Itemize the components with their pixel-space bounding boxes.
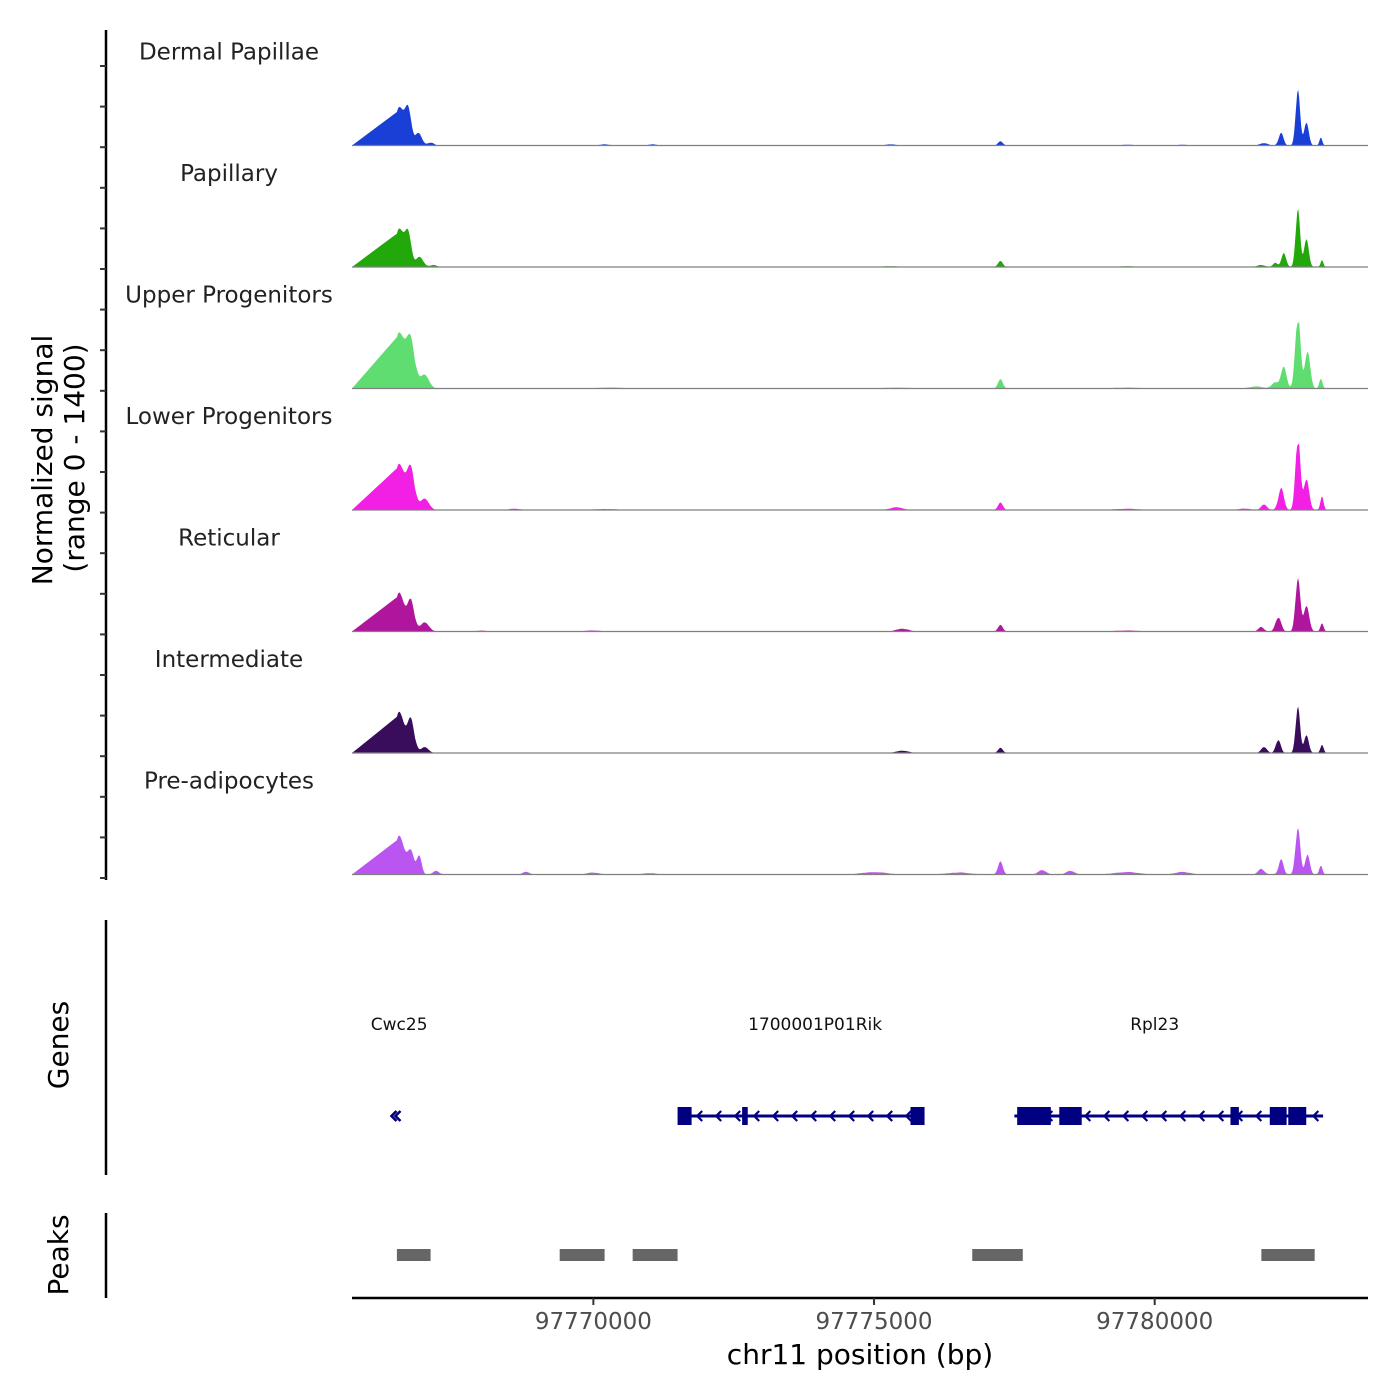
- track-intermediate: Intermediate: [155, 647, 1368, 754]
- track-lower-progenitors: Lower Progenitors: [126, 404, 1368, 511]
- y-axis-range-label: (range 0 - 1400): [58, 343, 91, 572]
- gene-exon: [742, 1107, 748, 1125]
- x-axis-title: chr11 position (bp): [727, 1338, 993, 1371]
- signal-area-pre-adipocytes: [352, 828, 1326, 875]
- track-reticular: Reticular: [178, 526, 1368, 633]
- strand-arrow: [1159, 1110, 1168, 1122]
- strand-arrow: [1121, 1110, 1130, 1122]
- track-papillary: Papillary: [180, 161, 1368, 268]
- track-pre-adipocytes: Pre-adipocytes: [144, 769, 1368, 876]
- strand-arrow: [1102, 1110, 1111, 1122]
- x-tick-label: 97780000: [1096, 1309, 1213, 1335]
- peak-region: [396, 1249, 431, 1261]
- strand-arrow: [695, 1110, 703, 1122]
- strand-arrow: [904, 1110, 912, 1122]
- strand-arrow: [1140, 1110, 1149, 1122]
- gene-exon: [1269, 1107, 1287, 1125]
- signal-area-upper-progenitors: [352, 322, 1326, 389]
- track-label: Dermal Papillae: [139, 40, 319, 66]
- strand-arrow: [752, 1110, 760, 1122]
- strand-arrow: [1178, 1110, 1187, 1122]
- y-axis-title: Normalized signal: [26, 335, 59, 586]
- gene-exon: [1017, 1107, 1051, 1125]
- peak-region: [632, 1249, 678, 1261]
- signal-area-lower-progenitors: [352, 444, 1326, 510]
- track-label: Intermediate: [155, 647, 303, 673]
- signal-area-papillary: [352, 209, 1326, 267]
- x-tick-label: 97770000: [535, 1309, 652, 1335]
- peak-region: [972, 1249, 1023, 1261]
- peak-region: [1261, 1249, 1315, 1261]
- strand-arrow: [1216, 1110, 1225, 1122]
- strand-arrow: [771, 1110, 779, 1122]
- strand-arrow: [809, 1110, 817, 1122]
- gene-exon: [910, 1107, 925, 1125]
- coverage-tracks: Dermal Papillae Papillary Upper Progenitor…: [125, 40, 1368, 876]
- track-label: Lower Progenitors: [126, 404, 333, 430]
- strand-arrow: [790, 1110, 798, 1122]
- signal-y-axis-ticks: [100, 65, 106, 879]
- x-tick-label: 97775000: [815, 1309, 932, 1335]
- gene-label: Rpl23: [1130, 1015, 1179, 1035]
- peaks-panel: [396, 1249, 1315, 1261]
- gene-1700001p01rik: 1700001P01Rik: [677, 1015, 925, 1125]
- gene-cwc25: Cwc25: [371, 1015, 428, 1122]
- gene-exon: [677, 1107, 692, 1125]
- strand-arrow: [847, 1110, 855, 1122]
- track-label: Reticular: [178, 526, 280, 552]
- track-label: Pre-adipocytes: [144, 769, 314, 795]
- signal-area-reticular: [352, 578, 1326, 632]
- peak-region: [559, 1249, 605, 1261]
- strand-arrow: [389, 1110, 402, 1122]
- gene-rpl23: Rpl23: [1014, 1015, 1324, 1125]
- strand-arrow: [1311, 1110, 1320, 1122]
- gene-exon: [1288, 1107, 1307, 1125]
- track-upper-progenitors: Upper Progenitors: [125, 283, 1368, 390]
- signal-area-intermediate: [352, 706, 1326, 753]
- gene-label: Cwc25: [371, 1015, 428, 1035]
- genes-panel-title: Genes: [42, 1001, 75, 1089]
- gene-label: 1700001P01Rik: [748, 1015, 882, 1035]
- strand-arrow: [828, 1110, 836, 1122]
- gene-exon: [1230, 1107, 1239, 1125]
- track-label: Upper Progenitors: [125, 283, 333, 309]
- gene-annotation-panel: Cwc25 1700001P01Rik Rpl23: [371, 1015, 1324, 1125]
- strand-arrow: [1197, 1110, 1206, 1122]
- track-label: Papillary: [180, 161, 278, 187]
- gene-exon: [1059, 1107, 1082, 1125]
- signal-area-dermal-papillae: [352, 89, 1326, 146]
- strand-arrow: [866, 1110, 874, 1122]
- strand-arrow: [885, 1110, 893, 1122]
- x-axis-ticks: 97770000 97775000 97780000: [535, 1298, 1213, 1335]
- strand-arrow: [1083, 1110, 1092, 1122]
- strand-arrow: [714, 1110, 722, 1122]
- strand-arrow: [733, 1110, 741, 1122]
- peaks-panel-title: Peaks: [42, 1214, 75, 1295]
- strand-arrow: [1254, 1110, 1263, 1122]
- track-dermal-papillae: Dermal Papillae: [139, 40, 1368, 147]
